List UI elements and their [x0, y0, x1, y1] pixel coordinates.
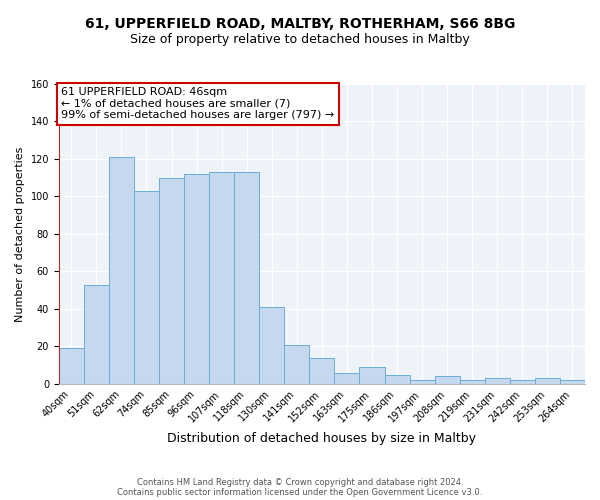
Bar [259, 307, 284, 384]
Text: Size of property relative to detached houses in Maltby: Size of property relative to detached ho… [130, 32, 470, 46]
Bar [535, 378, 560, 384]
Bar [410, 380, 434, 384]
Bar [560, 380, 585, 384]
Bar [209, 172, 234, 384]
Text: Contains HM Land Registry data © Crown copyright and database right 2024.: Contains HM Land Registry data © Crown c… [137, 478, 463, 487]
Bar [310, 358, 334, 384]
Bar [460, 380, 485, 384]
Bar [159, 178, 184, 384]
Bar [109, 157, 134, 384]
Bar [184, 174, 209, 384]
Bar [284, 344, 310, 384]
Bar [134, 191, 159, 384]
Bar [434, 376, 460, 384]
X-axis label: Distribution of detached houses by size in Maltby: Distribution of detached houses by size … [167, 432, 476, 445]
Y-axis label: Number of detached properties: Number of detached properties [15, 146, 25, 322]
Text: 61 UPPERFIELD ROAD: 46sqm
← 1% of detached houses are smaller (7)
99% of semi-de: 61 UPPERFIELD ROAD: 46sqm ← 1% of detach… [61, 87, 335, 120]
Bar [234, 172, 259, 384]
Bar [510, 380, 535, 384]
Bar [59, 348, 84, 384]
Bar [359, 367, 385, 384]
Text: Contains public sector information licensed under the Open Government Licence v3: Contains public sector information licen… [118, 488, 482, 497]
Bar [84, 284, 109, 384]
Text: 61, UPPERFIELD ROAD, MALTBY, ROTHERHAM, S66 8BG: 61, UPPERFIELD ROAD, MALTBY, ROTHERHAM, … [85, 18, 515, 32]
Bar [334, 372, 359, 384]
Bar [385, 374, 410, 384]
Bar [485, 378, 510, 384]
